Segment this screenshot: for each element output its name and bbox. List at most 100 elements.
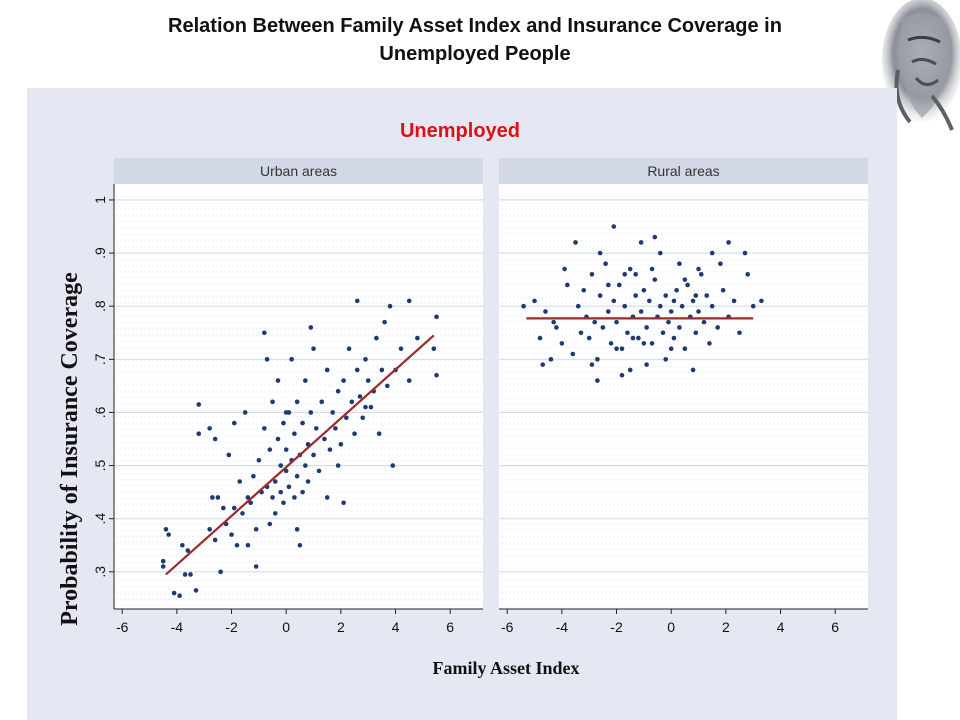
data-point xyxy=(737,330,742,336)
data-point xyxy=(237,479,243,484)
data-point xyxy=(690,367,696,373)
data-point xyxy=(693,330,699,336)
y-tick-label: .9 xyxy=(92,247,108,259)
data-point xyxy=(709,250,715,256)
data-point xyxy=(562,266,567,272)
data-point xyxy=(352,431,357,436)
data-point xyxy=(253,564,259,569)
data-point xyxy=(275,436,281,442)
data-point xyxy=(625,330,630,336)
data-point xyxy=(354,367,360,373)
data-point xyxy=(434,314,439,320)
chart-panel: Unemployed Probability of Insurance Cove… xyxy=(27,88,897,720)
data-point xyxy=(193,588,199,593)
data-point xyxy=(303,463,308,468)
x-tick-label: 6 xyxy=(831,619,839,635)
data-point xyxy=(638,309,644,314)
x-tick-label: -4 xyxy=(171,619,184,635)
data-point xyxy=(668,346,674,351)
data-point xyxy=(551,319,556,325)
data-point xyxy=(537,335,543,341)
data-point xyxy=(212,436,218,442)
data-point xyxy=(698,272,704,277)
data-point xyxy=(532,298,537,304)
data-point xyxy=(690,298,696,304)
data-point xyxy=(685,282,690,288)
data-point xyxy=(188,572,193,577)
data-point xyxy=(212,537,218,543)
data-point xyxy=(619,372,625,378)
x-tick-label: 2 xyxy=(722,619,730,635)
data-point xyxy=(171,590,177,596)
data-point xyxy=(231,420,237,426)
data-point xyxy=(398,346,404,351)
data-point xyxy=(207,527,212,532)
data-point xyxy=(240,511,245,516)
data-point xyxy=(185,548,191,553)
data-point xyxy=(521,303,526,309)
data-point xyxy=(166,532,171,537)
data-point xyxy=(245,495,251,500)
data-point xyxy=(221,505,226,511)
data-point xyxy=(641,341,647,346)
data-point xyxy=(696,309,701,314)
data-point xyxy=(253,527,259,532)
y-tick-label: .3 xyxy=(92,566,108,578)
data-point xyxy=(234,542,240,548)
data-point xyxy=(267,447,273,452)
data-point xyxy=(644,362,649,367)
data-point xyxy=(341,500,346,506)
data-point xyxy=(354,298,360,304)
data-point xyxy=(693,293,699,298)
data-point xyxy=(641,287,647,293)
plot-area xyxy=(499,184,868,609)
data-point xyxy=(606,309,611,314)
data-point xyxy=(333,426,338,431)
y-tick-label: .6 xyxy=(92,406,108,418)
data-point xyxy=(272,479,278,484)
data-point xyxy=(633,293,638,298)
x-tick-label: 0 xyxy=(667,619,675,635)
data-point xyxy=(283,410,289,415)
data-point xyxy=(606,282,611,288)
data-point xyxy=(275,378,281,383)
data-point xyxy=(316,468,322,474)
data-point xyxy=(231,505,237,511)
x-tick-label: 6 xyxy=(446,619,454,635)
data-point xyxy=(597,250,603,256)
data-point xyxy=(262,330,267,336)
data-point xyxy=(671,335,677,341)
x-tick-label: 0 xyxy=(282,619,290,635)
data-point xyxy=(611,224,617,229)
x-tick-label: -2 xyxy=(610,619,623,635)
data-point xyxy=(565,282,570,288)
data-point xyxy=(614,346,619,351)
data-point xyxy=(726,240,731,245)
data-point xyxy=(611,298,617,304)
data-point xyxy=(283,447,289,452)
data-point xyxy=(652,277,658,282)
data-point xyxy=(385,383,390,389)
data-point xyxy=(180,542,185,548)
data-point xyxy=(704,293,710,298)
data-point xyxy=(256,457,262,463)
data-point xyxy=(278,489,284,495)
data-point xyxy=(292,495,297,500)
data-point xyxy=(294,399,300,405)
data-point xyxy=(649,266,655,272)
data-point xyxy=(745,272,751,277)
x-tick-label: -6 xyxy=(116,619,129,635)
slide-title-line-1: Relation Between Family Asset Index and … xyxy=(168,15,782,37)
panel-rural: Rural areas -6 -4 -2 0 2 4 6 xyxy=(499,158,868,635)
data-point xyxy=(363,404,368,410)
data-point xyxy=(638,240,644,245)
data-point xyxy=(415,335,420,341)
data-point xyxy=(674,287,679,293)
panel-strip-label: Rural areas xyxy=(647,163,719,179)
data-point xyxy=(281,500,286,506)
data-point xyxy=(608,341,614,346)
data-point xyxy=(759,298,764,304)
data-point xyxy=(709,303,715,309)
data-point xyxy=(196,402,202,407)
data-point xyxy=(663,357,669,362)
